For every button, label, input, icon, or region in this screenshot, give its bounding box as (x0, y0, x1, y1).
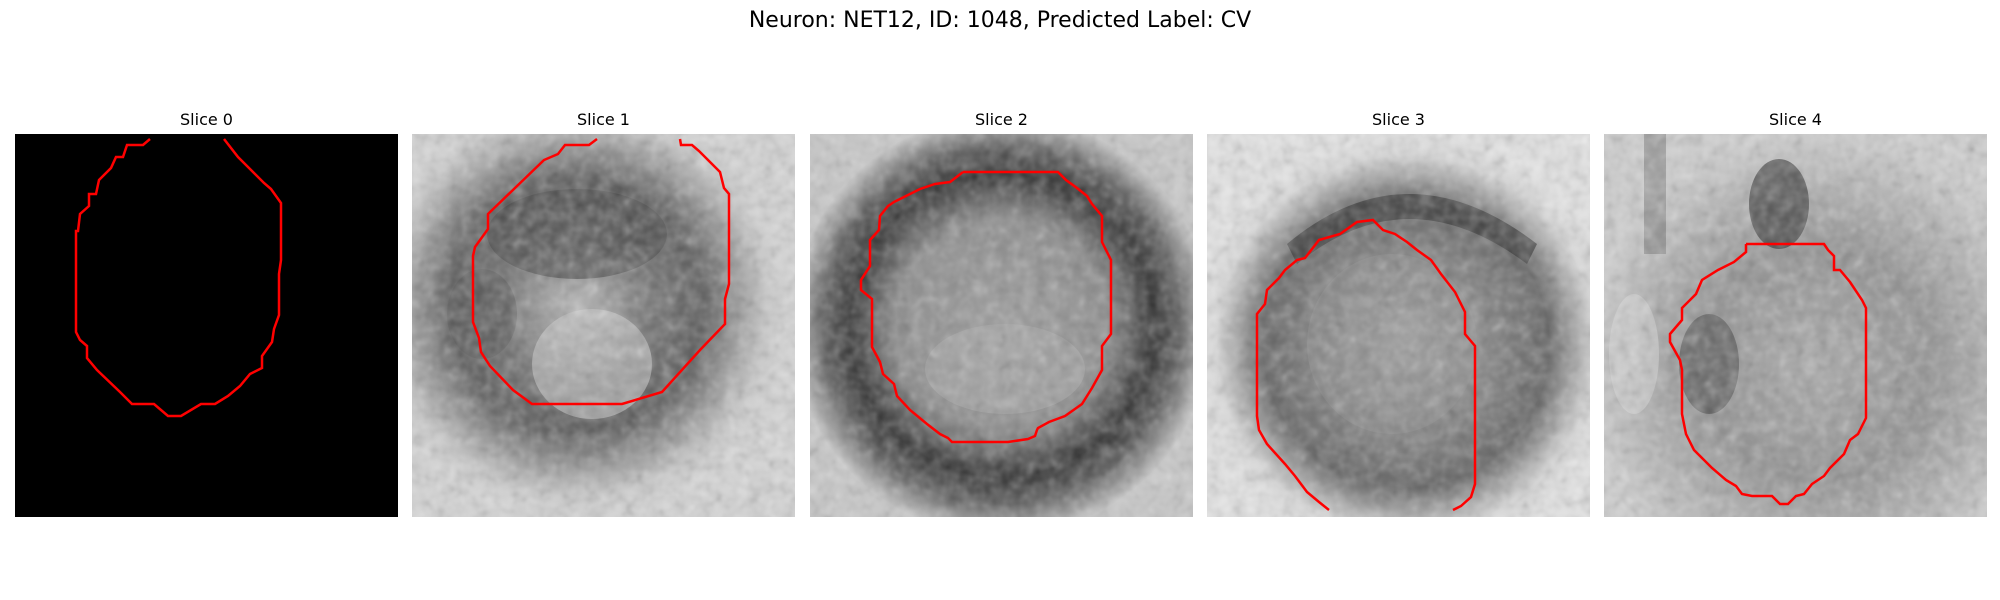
slice-4-contour (1668, 242, 1868, 506)
slice-0-image (15, 134, 398, 517)
slice-2-image (810, 134, 1193, 517)
slice-3-image (1207, 134, 1590, 517)
slice-0-contour (74, 138, 283, 418)
slice-1-title: Slice 1 (577, 110, 630, 129)
slice-1-contour (471, 138, 731, 406)
slice-1-image (412, 134, 795, 517)
figure-title: Neuron: NET12, ID: 1048, Predicted Label… (748, 8, 1252, 33)
slice-0-title: Slice 0 (180, 110, 233, 129)
slice-2-contour (859, 170, 1113, 444)
slice-2-title: Slice 2 (975, 110, 1028, 129)
slice-3-title: Slice 3 (1372, 110, 1425, 129)
slice-3-contour (1255, 218, 1477, 512)
slice-4-image (1604, 134, 1987, 517)
slice-4-title: Slice 4 (1769, 110, 1822, 129)
